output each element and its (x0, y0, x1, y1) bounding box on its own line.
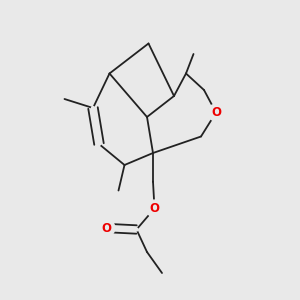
Circle shape (98, 220, 115, 236)
Text: O: O (149, 202, 160, 215)
Text: O: O (211, 106, 221, 119)
Circle shape (208, 104, 224, 121)
Text: O: O (101, 221, 112, 235)
Circle shape (146, 200, 163, 217)
